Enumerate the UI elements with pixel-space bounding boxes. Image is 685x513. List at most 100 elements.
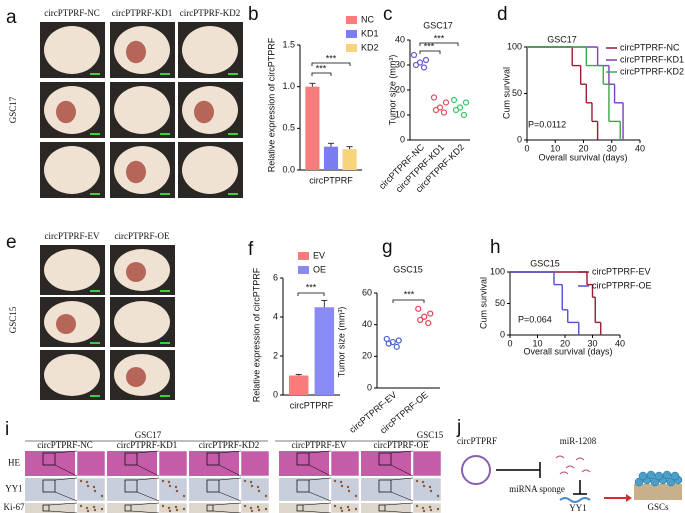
x-tick-label: 0 xyxy=(507,338,512,348)
y-tick-label: 100 xyxy=(490,266,505,276)
stain-dot xyxy=(333,504,337,508)
stain-dot xyxy=(333,479,337,483)
stain-dot xyxy=(167,480,171,484)
data-point xyxy=(422,56,430,64)
micrograph xyxy=(361,478,411,501)
micrograph-zoom xyxy=(412,502,442,513)
zoom-box xyxy=(124,452,138,466)
panel-letter: c xyxy=(383,4,393,25)
micrograph-zoom xyxy=(240,477,270,502)
data-point xyxy=(425,319,432,327)
y-tick-label: 60 xyxy=(362,287,372,297)
significance-label: *** xyxy=(316,63,327,73)
significance-bracket xyxy=(311,62,351,66)
x-tick-label: 40 xyxy=(615,338,625,348)
zoom-line xyxy=(136,450,160,454)
panel-letter: d xyxy=(497,4,508,25)
stain-dot xyxy=(100,494,104,498)
stain-dot xyxy=(86,509,90,513)
column-label: circPTPRF-OE xyxy=(374,440,430,450)
x-axis-label: Overall survival (days) xyxy=(523,346,612,356)
legend-label: EV xyxy=(313,250,325,260)
legend-label: circPTPRF-KD1 xyxy=(620,54,684,64)
micrograph-zoom xyxy=(412,477,442,502)
bar xyxy=(323,146,339,170)
y-tick-label: 0 xyxy=(517,134,522,144)
column-label: circPTPRF-EV xyxy=(45,231,100,241)
micrograph-zoom xyxy=(240,502,270,513)
micrograph xyxy=(189,503,239,513)
zoom-box xyxy=(378,452,392,466)
stain-dot xyxy=(422,509,426,513)
significance-label: *** xyxy=(424,41,435,51)
zoom-line xyxy=(136,491,160,502)
stain-dot xyxy=(429,508,433,512)
stain-dot xyxy=(79,479,83,483)
x-tick-label: 30 xyxy=(587,338,597,348)
significance-bracket xyxy=(392,299,425,303)
zoom-line xyxy=(308,491,332,502)
data-point xyxy=(452,106,460,114)
bar xyxy=(314,307,335,395)
data-point xyxy=(430,94,438,101)
legend-label: OE xyxy=(313,264,326,274)
bar xyxy=(342,149,357,170)
y-tick-label: 20 xyxy=(362,351,372,361)
x-tick-label: 10 xyxy=(550,143,560,153)
panel-letter: a xyxy=(6,7,17,28)
micrograph xyxy=(107,478,157,501)
stain-dot xyxy=(415,504,419,508)
micrograph-zoom xyxy=(330,450,360,477)
circrna-label: circPTPRF xyxy=(457,436,497,446)
stain-dot xyxy=(175,489,179,493)
column-label: circPTPRF-NC xyxy=(44,8,100,18)
data-point xyxy=(395,337,402,344)
micrograph xyxy=(25,503,75,513)
y-tick-label: 20 xyxy=(395,84,405,94)
micrograph xyxy=(107,503,157,513)
cell-dish xyxy=(634,484,682,500)
micrograph xyxy=(25,478,75,501)
stain-dot xyxy=(249,506,253,510)
stain-dot xyxy=(256,485,260,489)
y-axis-label: Tumor size (mm³) xyxy=(336,307,346,378)
column-label: circPTPRF-OE xyxy=(115,231,171,241)
stain-dot xyxy=(428,505,432,509)
legend-label: KD2 xyxy=(361,42,379,52)
brain-section xyxy=(114,86,170,134)
y-tick-label: 1.0 xyxy=(282,81,295,91)
legend-label: NC xyxy=(361,14,374,24)
micrograph-zoom xyxy=(158,450,188,477)
data-point xyxy=(417,316,424,324)
chart-title: GSC15 xyxy=(530,258,560,268)
legend-swatch xyxy=(346,30,357,38)
zoom-box xyxy=(42,452,56,466)
zoom-line xyxy=(390,477,414,481)
micrograph-zoom xyxy=(76,502,106,513)
stain-dot xyxy=(264,494,268,498)
micrograph-zoom xyxy=(76,477,106,502)
micrograph xyxy=(279,451,329,476)
zoom-line xyxy=(390,450,414,454)
stain-dot xyxy=(354,494,358,498)
significance-label: *** xyxy=(306,282,317,292)
micrograph xyxy=(25,451,75,476)
group-label: GSC17 xyxy=(135,430,162,440)
zoom-box xyxy=(206,479,220,493)
data-point xyxy=(462,99,470,106)
stain-dot xyxy=(354,507,358,511)
micrograph xyxy=(279,478,329,501)
zoom-box xyxy=(124,479,138,493)
tumor xyxy=(126,262,146,282)
stain-dot xyxy=(93,489,97,493)
y-tick-label: 0 xyxy=(500,329,505,339)
stain-dot xyxy=(92,485,96,489)
micrograph-zoom xyxy=(76,450,106,477)
zoom-line xyxy=(218,477,242,481)
y-tick-label: 40 xyxy=(362,319,372,329)
zoom-box xyxy=(296,479,310,493)
chart-title: GSC17 xyxy=(423,20,453,30)
zoom-line xyxy=(218,491,242,502)
brain-section xyxy=(44,26,100,74)
significance-label: *** xyxy=(434,33,445,43)
